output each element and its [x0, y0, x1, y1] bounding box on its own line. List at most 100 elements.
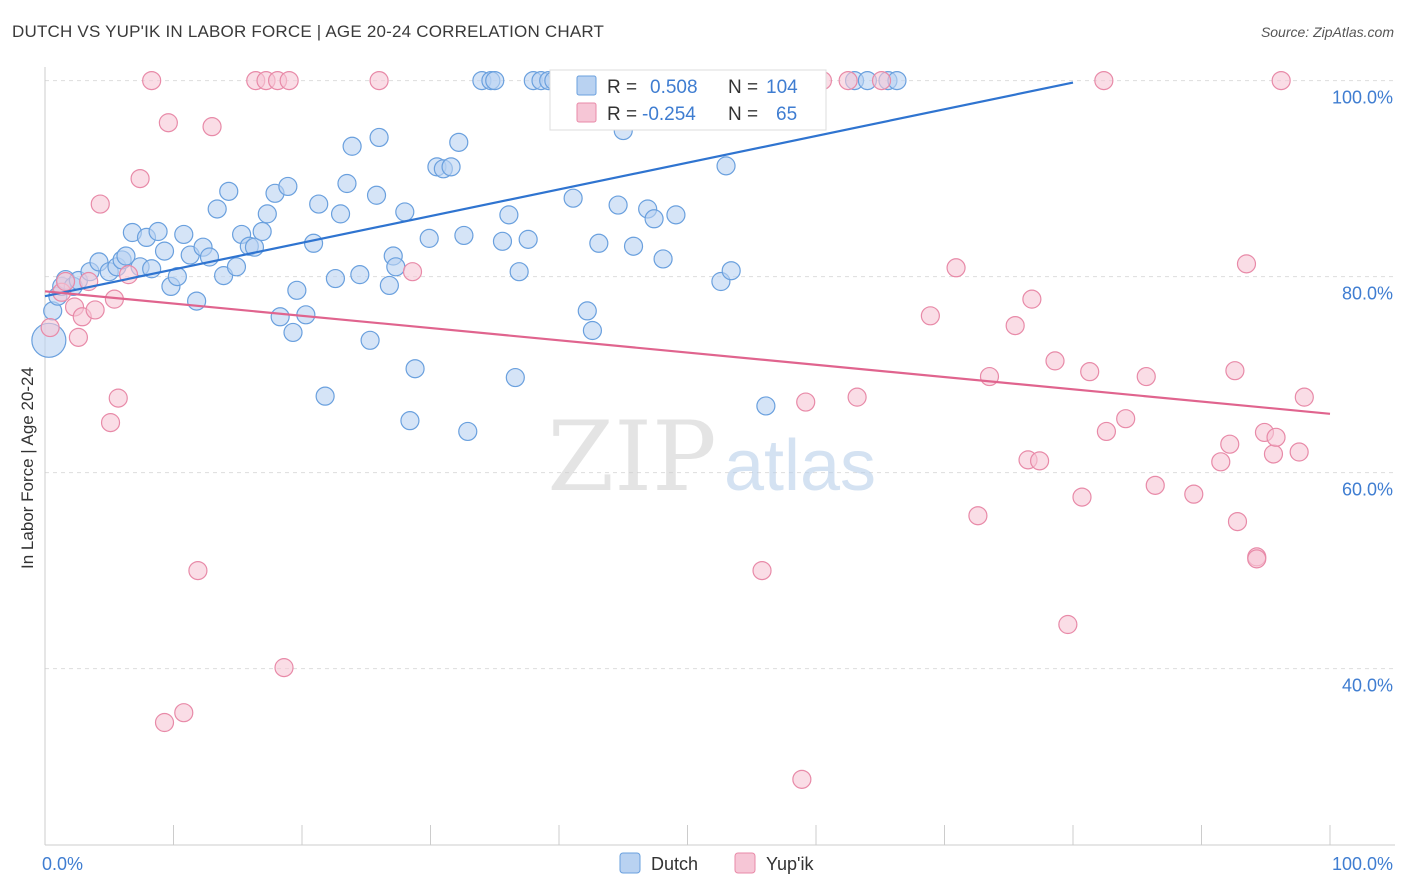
y-axis-label: In Labor Force | Age 20-24 — [18, 367, 37, 569]
dutch-point — [623, 236, 644, 256]
dutch-point — [582, 320, 603, 341]
chart-title: DUTCH VS YUP'IK IN LABOR FORCE | AGE 20-… — [12, 22, 605, 41]
dutch-point — [270, 307, 290, 327]
dutch-point — [505, 367, 525, 388]
x-tick-label: 0.0% — [42, 854, 83, 874]
legend-r-value-dutch: 0.508 — [650, 77, 698, 98]
yupik-point — [158, 113, 178, 133]
dutch-point — [644, 209, 664, 229]
dutch-point — [449, 132, 469, 152]
dutch-point — [653, 249, 673, 269]
yupik-point — [188, 560, 208, 581]
yupik-point — [1029, 451, 1050, 471]
yupik-point — [1094, 70, 1114, 91]
yupik-point — [1247, 549, 1267, 569]
legend-r-value-yupik: -0.254 — [642, 104, 696, 125]
dutch-point — [257, 204, 277, 224]
yupik-point — [130, 169, 150, 189]
yupik-trend-line — [44, 290, 1331, 415]
yupik-point — [108, 388, 128, 408]
yupik-point — [1294, 387, 1314, 407]
dutch-point — [716, 156, 736, 176]
yupik-point — [1271, 70, 1291, 91]
bottom-legend-swatch-dutch — [619, 852, 641, 874]
dutch-point — [360, 330, 380, 350]
dutch-point — [283, 322, 303, 343]
legend-swatch-yupik — [576, 102, 597, 123]
dutch-point — [509, 262, 529, 282]
yupik-point — [871, 70, 892, 91]
dutch-point — [419, 228, 439, 248]
yupik-point — [1022, 289, 1042, 309]
legend-n-value-yupik: 65 — [776, 104, 797, 125]
bottom-legend: Dutch Yup'ik — [619, 852, 814, 874]
yupik-point — [279, 70, 299, 91]
dutch-point — [756, 396, 776, 416]
yupik-point — [369, 70, 389, 91]
dutch-point — [518, 229, 538, 249]
dutch-point — [174, 224, 194, 245]
legend-swatch-dutch — [576, 75, 597, 96]
yupik-point — [274, 658, 294, 678]
dutch-point — [379, 275, 399, 296]
dutch-point — [589, 233, 609, 253]
yupik-point — [174, 703, 194, 723]
yupik-point — [1116, 409, 1136, 429]
yupik-point — [796, 392, 816, 412]
y-tick-label: 40.0% — [1342, 676, 1393, 696]
dutch-point — [315, 386, 335, 406]
dutch-point — [366, 185, 387, 205]
dutch-point — [325, 268, 346, 289]
yupik-point — [154, 712, 175, 733]
yupik-point — [1072, 487, 1092, 507]
legend-n-label-dutch: N = — [728, 77, 758, 98]
dutch-point — [330, 204, 351, 224]
x-tick-label: 100.0% — [1332, 854, 1393, 874]
yupik-point — [68, 327, 89, 347]
dutch-point — [563, 188, 583, 208]
dutch-point — [666, 205, 686, 225]
dutch-point — [309, 194, 329, 214]
dutch-point — [721, 261, 741, 281]
yupik-point — [1080, 362, 1100, 382]
yupik-point — [838, 70, 858, 91]
dutch-point — [441, 157, 461, 177]
dutch-point — [386, 257, 406, 277]
yupik-point — [40, 317, 60, 338]
dutch-point — [577, 301, 597, 321]
yupik-point — [968, 506, 988, 526]
yupik-point — [946, 258, 966, 278]
y-tick-label: 60.0% — [1342, 480, 1393, 500]
tick-labels: 100.0% 80.0% 60.0% 40.0% 0.0% 100.0% — [42, 88, 1393, 874]
dutch-point — [226, 257, 247, 277]
watermark-atlas: atlas — [724, 426, 876, 506]
legend-r-label-yupik: R = — [607, 104, 637, 125]
yupik-point — [202, 117, 222, 137]
yupik-point — [85, 300, 105, 320]
dutch-point — [303, 233, 324, 253]
yupik-point — [1136, 366, 1156, 387]
yupik-point — [1227, 511, 1248, 532]
yupik-point — [1263, 444, 1284, 464]
watermark-zip: ZIP — [547, 401, 716, 513]
yupik-point — [1096, 421, 1117, 442]
dutch-point — [400, 411, 420, 431]
yupik-point — [1184, 484, 1204, 504]
yupik-point — [847, 387, 867, 407]
legend-n-value-dutch: 104 — [766, 77, 798, 98]
yupik-point — [920, 306, 940, 326]
yupik-point — [1145, 475, 1165, 495]
bottom-legend-label-yupik: Yup'ik — [766, 854, 814, 874]
yupik-point — [402, 262, 423, 282]
legend-r-label-dutch: R = — [607, 77, 637, 98]
dutch-point — [608, 195, 628, 215]
yupik-point — [1211, 452, 1231, 472]
yupik-point — [1266, 427, 1286, 447]
yupik-point — [142, 70, 162, 91]
axes — [44, 67, 1395, 846]
chart-source: Source: ZipAtlas.com — [1260, 24, 1394, 40]
yupik-point — [1289, 442, 1309, 462]
bottom-legend-swatch-yupik — [734, 852, 756, 874]
trend-lines — [44, 81, 1331, 415]
